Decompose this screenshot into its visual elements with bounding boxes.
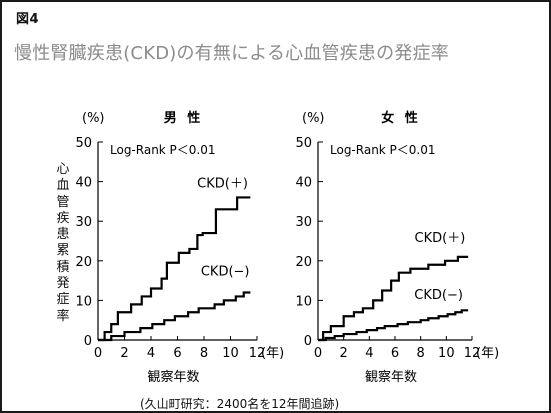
- source-note: (久山町研究：2400名を12年間追跡): [140, 397, 340, 411]
- x-axis-label: 観察年数: [365, 370, 417, 385]
- x-unit-label: (年): [476, 346, 499, 361]
- y-tick-label: 40: [75, 176, 92, 191]
- x-tick-label: 12: [249, 346, 266, 361]
- y-tick-label: 10: [75, 294, 92, 309]
- y-tick-label: 50: [75, 136, 92, 151]
- logrank-annotation: Log-Rank P＜0.01: [110, 143, 216, 157]
- x-axis-label: 観察年数: [147, 370, 199, 385]
- y-tick-label: 30: [75, 215, 92, 230]
- series-line-ckd-positive: [98, 196, 251, 342]
- y-tick-label: 10: [295, 294, 312, 309]
- series-line-ckd-negative: [98, 291, 251, 342]
- y-axis-label-char: 症: [56, 292, 70, 308]
- y-axis-label-char: 積: [56, 259, 70, 275]
- y-axis-label-char: 累: [56, 243, 70, 259]
- x-tick-label: 2: [120, 346, 128, 361]
- y-axis-label-char: 疾: [56, 210, 70, 226]
- y-axis-label-char: 血: [56, 178, 70, 194]
- x-tick-label: 10: [438, 346, 455, 361]
- y-axis-label-vertical: 心 血 管 疾 患 累 積 発 症 率: [54, 162, 72, 325]
- series-line-ckd-positive: [318, 255, 469, 342]
- x-tick-label: 10: [222, 346, 239, 361]
- x-tick-label: 12: [464, 346, 481, 361]
- series-label-ckd-positive: CKD(＋): [415, 231, 466, 246]
- y-tick-label: 20: [75, 255, 92, 270]
- y-tick-label: 40: [295, 176, 312, 191]
- series-line-ckd-negative: [318, 309, 469, 342]
- series-label-ckd-negative: CKD(−): [414, 288, 463, 303]
- x-tick-label: 0: [94, 346, 102, 361]
- chart-title: 男 性: [164, 110, 204, 126]
- y-axis-label-char: 管: [56, 194, 70, 210]
- y-axis-label-char: 心: [56, 162, 70, 177]
- x-unit-label: (年): [261, 346, 284, 361]
- y-tick-label: 0: [304, 334, 312, 349]
- y-tick-label: 20: [295, 255, 312, 270]
- x-tick-label: 6: [173, 346, 181, 361]
- y-unit-label: (%): [82, 111, 105, 126]
- y-axis-label-char: 患: [56, 227, 70, 243]
- x-tick-label: 4: [365, 346, 373, 361]
- x-tick-label: 2: [340, 346, 348, 361]
- x-tick-label: 0: [314, 346, 322, 361]
- x-tick-label: 8: [200, 346, 208, 361]
- series-label-ckd-negative: CKD(−): [201, 264, 250, 279]
- y-axis-label-char: 率: [56, 308, 70, 324]
- y-unit-label: (%): [302, 111, 325, 126]
- y-axis-label-char: 発: [56, 276, 70, 292]
- x-tick-label: 6: [391, 346, 399, 361]
- slide-title: 慢性腎臓疾患(CKD)の有無による心血管疾患の発症率: [14, 43, 449, 64]
- y-tick-label: 0: [84, 334, 92, 349]
- y-tick-label: 50: [295, 136, 312, 151]
- logrank-annotation: Log-Rank P＜0.01: [330, 143, 436, 157]
- x-tick-label: 4: [147, 346, 155, 361]
- x-tick-label: 8: [417, 346, 425, 361]
- figure-label: 図4: [16, 12, 40, 27]
- y-tick-label: 30: [295, 215, 312, 230]
- series-label-ckd-positive: CKD(＋): [197, 177, 248, 192]
- chart-title: 女 性: [381, 110, 421, 126]
